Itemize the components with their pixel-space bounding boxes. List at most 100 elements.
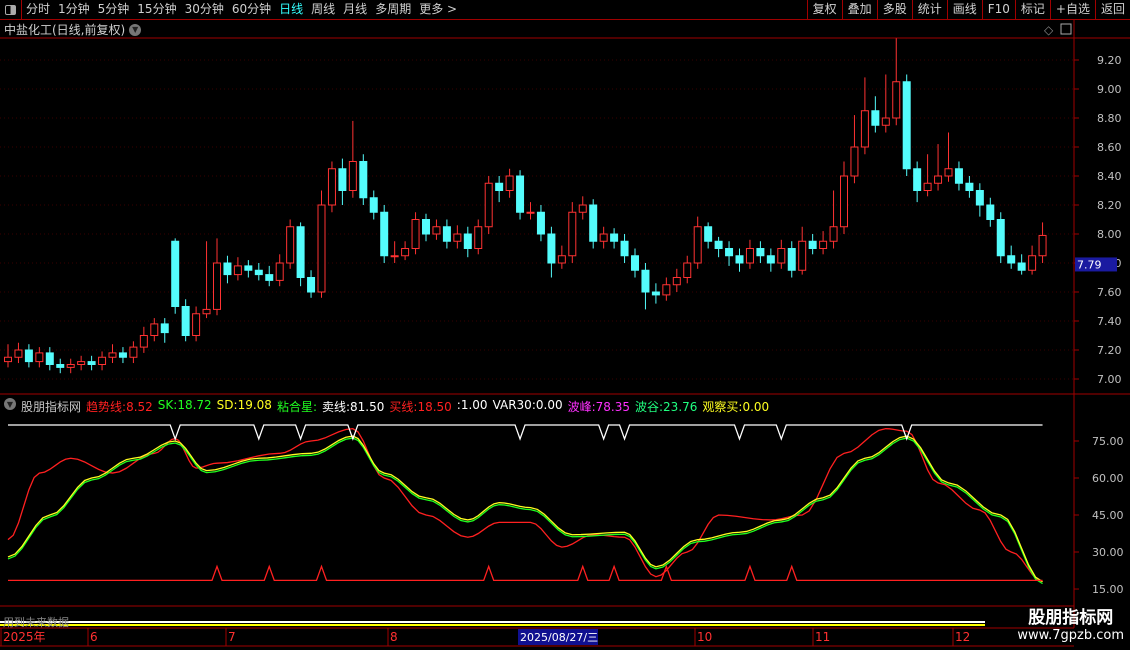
indicator-value: 粘合星:: [277, 398, 317, 415]
chevron-down-icon[interactable]: ▼: [4, 398, 16, 410]
candle-body: [348, 161, 357, 191]
candle-body: [819, 240, 828, 249]
candle-body: [578, 204, 587, 213]
candle-body: [265, 274, 274, 281]
period-tab[interactable]: 5分钟: [97, 2, 130, 16]
candle-body: [923, 182, 932, 191]
indicator-value: :1.00: [457, 398, 488, 415]
candle-body: [181, 306, 190, 336]
candle-body: [338, 168, 347, 191]
layout-toggle-icon[interactable]: [0, 0, 22, 19]
toolbar-button[interactable]: 统计: [911, 0, 947, 19]
candle-body: [986, 204, 995, 220]
candle-body: [808, 240, 817, 249]
period-tab[interactable]: 60分钟: [231, 2, 272, 16]
toolbar-button[interactable]: 叠加: [841, 0, 877, 19]
buy-line: [8, 564, 1043, 582]
candle-body: [913, 168, 922, 191]
candle-body: [45, 352, 54, 365]
diamond-icon: ◇: [1044, 23, 1054, 37]
candle-body: [610, 233, 619, 242]
period-tab[interactable]: 日线: [279, 2, 304, 16]
toolbar-button[interactable]: 画线: [946, 0, 982, 19]
candle-body: [944, 168, 953, 177]
indicator-label: 买线:: [389, 400, 418, 414]
candle-body: [787, 248, 796, 271]
indicator-number: 81.50: [350, 400, 385, 414]
candle-body: [714, 240, 723, 249]
candle-body: [223, 262, 232, 276]
candle-body: [735, 255, 744, 264]
candle-body: [495, 182, 504, 191]
toolbar-button[interactable]: F10: [981, 0, 1015, 19]
candle-body: [77, 361, 86, 366]
candle-body: [327, 168, 336, 206]
indicator-label: VAR30:: [492, 398, 536, 412]
candle-body: [87, 361, 96, 366]
period-tab[interactable]: 周线: [311, 2, 336, 16]
candle-body: [840, 175, 848, 228]
candle-body: [505, 175, 514, 191]
period-tab[interactable]: 更多 >: [419, 2, 458, 16]
indicator-number: 0.00: [742, 400, 770, 414]
price-tick-label: 9.20: [1097, 54, 1122, 67]
candle-body: [777, 248, 786, 264]
candle-body: [599, 233, 608, 242]
toolbar-button[interactable]: +自选: [1049, 0, 1095, 19]
candle-body: [1017, 262, 1026, 271]
candle-body: [704, 226, 713, 242]
crosshair-date: 2025/08/27/三: [520, 631, 598, 644]
candle-body: [442, 226, 451, 242]
period-tab[interactable]: 多周期: [375, 2, 412, 16]
toolbar-button[interactable]: 返回: [1094, 0, 1130, 19]
candle-body: [213, 262, 221, 310]
candle-body: [317, 204, 326, 293]
chevron-down-icon[interactable]: ▼: [129, 23, 142, 36]
candle-body: [1028, 255, 1037, 271]
period-tab[interactable]: 月线: [343, 2, 368, 16]
candle-body: [202, 308, 211, 315]
watermark: 股朋指标网 www.7gpzb.com: [1017, 608, 1124, 643]
candle-body: [756, 248, 765, 257]
layout-icon: [1060, 23, 1072, 35]
candle-body: [725, 248, 734, 257]
indicator-number: 0.00: [535, 398, 563, 412]
trend-line: [7, 427, 1043, 583]
date-label: 10: [697, 630, 712, 644]
candle-body: [683, 262, 692, 278]
indicator-number: 18.50: [417, 400, 452, 414]
candle-body: [589, 204, 598, 242]
indicator-label: 波谷:: [635, 400, 664, 414]
candle-body: [98, 356, 107, 365]
date-label: 2025年: [3, 630, 46, 644]
candle-body: [35, 352, 44, 363]
indicator-label: 观察买:: [702, 400, 743, 414]
candle-body: [401, 248, 410, 257]
current-price-badge: [1075, 257, 1117, 272]
candle-body: [359, 161, 368, 199]
candle-body: [766, 255, 775, 264]
candle-body: [745, 248, 754, 264]
candle-body: [996, 219, 1005, 257]
toolbar-button[interactable]: 复权: [806, 0, 842, 19]
candle-body: [296, 226, 305, 278]
period-tab[interactable]: 1分钟: [58, 2, 90, 16]
indicator-value: SK:18.72: [158, 398, 212, 415]
candle-body: [380, 211, 389, 257]
candle-body: [672, 277, 681, 286]
period-tab[interactable]: 分时: [26, 2, 51, 16]
period-tab[interactable]: 30分钟: [184, 2, 224, 16]
indicator-value: 买线:18.50: [389, 398, 451, 415]
indicator-number: 23.76: [663, 400, 698, 414]
indicator-label: SD:: [216, 398, 238, 412]
toolbar-button[interactable]: 多股: [876, 0, 912, 19]
period-tab[interactable]: 15分钟: [137, 2, 177, 16]
candle-body: [850, 146, 859, 177]
indicator-number: 8.52: [126, 400, 153, 414]
indicator-tick-label: 30.00: [1092, 546, 1124, 559]
toolbar-button[interactable]: 标记: [1014, 0, 1050, 19]
candle-body: [160, 323, 169, 334]
candle-body: [975, 190, 984, 206]
candle-body: [965, 182, 974, 191]
